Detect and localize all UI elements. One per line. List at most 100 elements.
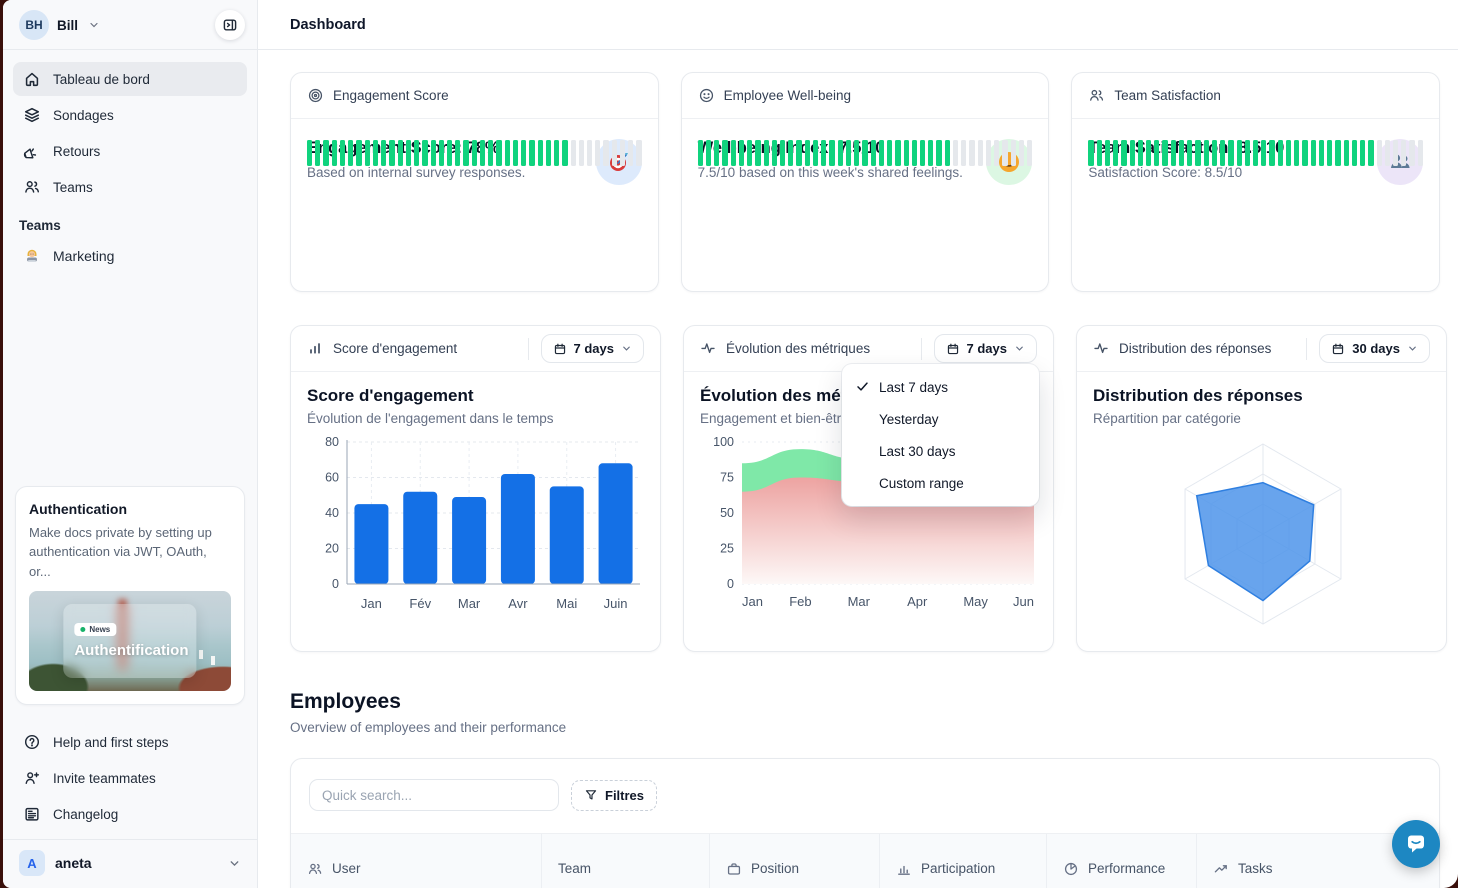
briefcase-icon (726, 861, 742, 877)
range-selector-button[interactable]: 7 days (540, 334, 644, 363)
promo-image[interactable]: News Authentification (29, 591, 231, 691)
range-selector-button[interactable]: 7 days (933, 334, 1037, 363)
sidebar-item-feedback[interactable]: Retours (13, 134, 247, 168)
sidebar-item-invite[interactable]: Invite teammates (13, 761, 247, 795)
column-label: Team (558, 861, 592, 876)
menu-item-label: Last 30 days (879, 443, 956, 459)
svg-text:25: 25 (720, 542, 734, 556)
divider (1306, 337, 1308, 360)
smiley-icon (698, 87, 715, 104)
engagement-bar-chart: 0 20 40 60 80 Jan Fév Mar Avr Mai Juin (325, 435, 640, 611)
calendar-icon (553, 342, 567, 356)
sidebar-team-marketing[interactable]: Marketing (13, 239, 247, 273)
svg-text:Apr: Apr (907, 594, 928, 609)
column-header-participation[interactable]: Participation (879, 834, 1046, 888)
teams-section-label: Teams (19, 218, 61, 233)
users-icon (1088, 87, 1105, 104)
column-header-user[interactable]: User (291, 834, 541, 888)
sidebar-item-teams[interactable]: Teams (13, 170, 247, 204)
calendar-icon (946, 342, 960, 356)
pie-chart-icon (1063, 861, 1079, 877)
chat-bubble-icon (1404, 832, 1428, 856)
layers-icon (23, 106, 41, 124)
sidebar-item-label: Changelog (53, 806, 119, 822)
sidebar-item-surveys[interactable]: Sondages (13, 98, 247, 132)
chevron-down-icon[interactable] (88, 19, 100, 31)
employees-subtitle: Overview of employees and their performa… (290, 720, 567, 735)
card-header-label: Distribution des réponses (1119, 341, 1272, 356)
chevron-down-icon (1014, 343, 1025, 354)
promo-description: Make docs private by setting up authenti… (29, 524, 212, 579)
column-header-tasks[interactable]: Tasks (1196, 834, 1439, 888)
sidebar-item-help[interactable]: Help and first steps (13, 725, 247, 759)
satisfaction-progress-bar (1088, 140, 1423, 166)
user-name[interactable]: Bill (57, 17, 79, 33)
engagement-score-card: Engagement Score Engagement Score: 78% B… (290, 72, 659, 292)
sidebar-collapse-button[interactable] (215, 10, 245, 40)
page-title: Dashboard (290, 16, 366, 33)
svg-text:40: 40 (325, 506, 339, 520)
wellbeing-progress-bar (697, 140, 1033, 166)
card-header-label: Évolution des métriques (726, 341, 871, 356)
promo-card[interactable]: Authentication Make docs private by sett… (15, 485, 245, 705)
stat-title: Team Satisfaction: 8.5/10 (1088, 139, 1284, 157)
column-header-position[interactable]: Position (709, 834, 879, 888)
chat-launcher-button[interactable] (1392, 820, 1440, 868)
menu-item-last-30-days[interactable]: Last 30 days (842, 435, 1039, 467)
chart-cards-row: Score d'engagement 7 days (290, 325, 1447, 652)
menu-item-label: Yesterday (879, 411, 939, 427)
filters-button[interactable]: Filtres (571, 779, 658, 811)
user-avatar[interactable]: BH (19, 10, 49, 40)
card-header-label: Employee Well-being (723, 88, 851, 103)
activity-icon (1093, 340, 1110, 357)
funnel-icon (584, 788, 598, 802)
menu-item-label: Last 7 days (879, 379, 949, 395)
sidebar-item-label: Retours (53, 143, 101, 159)
target-icon (307, 87, 324, 104)
main-content: Engagement Score Engagement Score: 78% B… (258, 50, 1458, 888)
sidebar: BH Bill Tableau de bord (3, 0, 258, 888)
search-input[interactable] (309, 779, 559, 811)
svg-text:Mar: Mar (848, 594, 871, 609)
column-header-team[interactable]: Team (541, 834, 709, 888)
column-label: Position (751, 861, 800, 876)
employees-section: Employees Overview of employees and thei… (290, 690, 1440, 888)
sidebar-item-dashboard[interactable]: Tableau de bord (13, 62, 247, 96)
range-selector-button[interactable]: 30 days (1319, 334, 1430, 363)
metrics-evolution-card: Évolution des métriques 7 days (683, 325, 1054, 652)
users-icon (307, 861, 323, 877)
column-header-performance[interactable]: Performance (1046, 834, 1196, 888)
divider (920, 337, 922, 360)
stat-subtitle: Based on internal survey responses. (307, 165, 526, 180)
changelog-icon (23, 805, 41, 823)
svg-text:Jan: Jan (361, 596, 382, 611)
svg-text:0: 0 (727, 577, 734, 591)
busts-emoji (1376, 139, 1423, 185)
response-distribution-card: Distribution des réponses 30 days (1076, 325, 1447, 652)
divider (3, 49, 257, 50)
collapse-panel-icon (222, 17, 238, 33)
promo-overlay-card: News Authentification (63, 604, 197, 678)
bar-chart-icon (307, 340, 324, 357)
response-radar-chart (1184, 443, 1342, 625)
chevron-down-icon (621, 343, 632, 354)
card-header-label: Team Satisfaction (1114, 88, 1221, 103)
menu-item-custom-range[interactable]: Custom range (842, 467, 1039, 499)
card-header-label: Engagement Score (333, 88, 449, 103)
check-icon (855, 379, 870, 394)
woman-technologist-emoji (23, 247, 41, 265)
stat-subtitle: 7.5/10 based on this week's shared feeli… (697, 165, 963, 180)
promo-image-title: Authentification (74, 642, 189, 659)
help-circle-icon (23, 733, 41, 751)
svg-text:80: 80 (325, 435, 339, 449)
range-dropdown-menu: Last 7 days Yesterday Last 30 days Custo… (842, 364, 1039, 506)
menu-item-last-7-days[interactable]: Last 7 days (842, 371, 1039, 403)
sidebar-header: BH Bill (3, 0, 257, 49)
app-window: BH Bill Tableau de bord (3, 0, 1458, 888)
workspace-switcher[interactable]: A aneta (3, 840, 257, 888)
sidebar-footer: Help and first steps Invite teammates Ch… (3, 719, 257, 839)
sidebar-item-changelog[interactable]: Changelog (13, 797, 247, 831)
menu-item-yesterday[interactable]: Yesterday (842, 403, 1039, 435)
news-badge: News (74, 623, 117, 636)
employees-title: Employees (290, 690, 401, 713)
